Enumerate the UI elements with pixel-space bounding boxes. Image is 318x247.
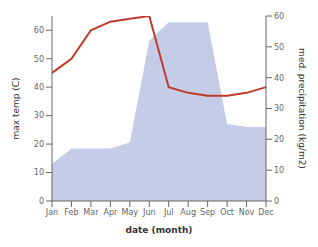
svg-text:Dec: Dec (258, 208, 273, 217)
svg-text:60: 60 (274, 12, 284, 21)
svg-text:0: 0 (274, 197, 279, 206)
svg-text:Feb: Feb (64, 208, 78, 217)
svg-text:10: 10 (274, 166, 284, 175)
svg-text:50: 50 (274, 43, 284, 52)
svg-text:40: 40 (34, 83, 44, 92)
svg-text:Mar: Mar (83, 208, 99, 217)
svg-text:Aug: Aug (180, 208, 196, 217)
svg-text:Sep: Sep (200, 208, 215, 217)
svg-text:Jun: Jun (142, 208, 156, 217)
svg-text:Nov: Nov (239, 208, 255, 217)
svg-text:Jul: Jul (163, 208, 174, 217)
svg-text:Apr: Apr (103, 208, 118, 217)
svg-text:date (month): date (month) (126, 225, 193, 235)
svg-text:May: May (122, 208, 139, 217)
svg-text:0: 0 (39, 197, 44, 206)
svg-text:max temp (C): max temp (C) (11, 77, 21, 139)
svg-text:50: 50 (34, 55, 44, 64)
svg-text:Jan: Jan (45, 208, 58, 217)
svg-text:60: 60 (34, 26, 44, 35)
svg-text:40: 40 (274, 74, 284, 83)
svg-text:20: 20 (34, 140, 44, 149)
svg-text:med. precipitation (kg/m2): med. precipitation (kg/m2) (297, 48, 307, 169)
svg-text:30: 30 (34, 111, 44, 120)
svg-text:Oct: Oct (220, 208, 234, 217)
svg-text:10: 10 (34, 168, 44, 177)
svg-text:20: 20 (274, 135, 284, 144)
svg-text:30: 30 (274, 104, 284, 113)
